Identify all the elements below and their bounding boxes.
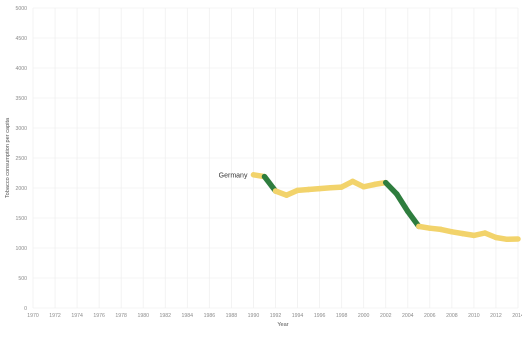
y-tick-label: 3000 — [15, 126, 27, 132]
x-tick-label: 2006 — [424, 313, 436, 319]
x-tick-label: 1990 — [248, 313, 260, 319]
x-tick-label: 2002 — [380, 313, 392, 319]
y-tick-label: 4500 — [15, 36, 27, 42]
y-tick-label: 0 — [24, 306, 27, 312]
x-tick-label: 1996 — [314, 313, 326, 319]
x-tick-label: 1978 — [115, 313, 127, 319]
x-tick-label: 1994 — [292, 313, 304, 319]
y-tick-label: 2500 — [15, 156, 27, 162]
x-tick-label: 1982 — [159, 313, 171, 319]
x-tick-label: 2012 — [490, 313, 502, 319]
x-axis-tick-labels: 1970 1972 1974 1976 1978 1980 1982 1984 1986 1988… — [27, 313, 522, 319]
y-tick-label: 5000 — [15, 6, 27, 12]
y-tick-label: 3500 — [15, 96, 27, 102]
x-tick-label: 1974 — [71, 313, 83, 319]
x-tick-label: 1972 — [49, 313, 61, 319]
y-tick-label: 1000 — [15, 246, 27, 252]
y-axis-tick-labels: 0 500 1000 1500 2000 2500 3000 3500 4000 4500 5000 — [15, 6, 27, 312]
x-tick-label: 1988 — [226, 313, 238, 319]
x-tick-label: 1992 — [270, 313, 282, 319]
x-tick-label: 2004 — [402, 313, 414, 319]
x-tick-label: 2014 — [512, 313, 522, 319]
series-segment — [397, 194, 408, 211]
x-tick-label: 2008 — [446, 313, 458, 319]
y-tick-label: 500 — [18, 276, 27, 282]
x-tick-label: 1976 — [93, 313, 105, 319]
y-tick-label: 1500 — [15, 216, 27, 222]
series-segment — [408, 211, 419, 226]
x-tick-label: 1986 — [204, 313, 216, 319]
y-tick-label: 4000 — [15, 66, 27, 72]
y-axis-title: Tobacco consumption per capita — [5, 117, 11, 198]
x-tick-label: 1998 — [336, 313, 348, 319]
gridlines — [33, 8, 518, 308]
x-axis-title: Year — [277, 322, 288, 328]
y-tick-label: 2000 — [15, 186, 27, 192]
x-tick-label: 1970 — [27, 313, 39, 319]
x-tick-label: 2010 — [468, 313, 480, 319]
x-tick-label: 1980 — [137, 313, 149, 319]
x-tick-label: 1984 — [182, 313, 194, 319]
x-tick-label: 2000 — [358, 313, 370, 319]
series-label: Germany — [219, 172, 248, 179]
